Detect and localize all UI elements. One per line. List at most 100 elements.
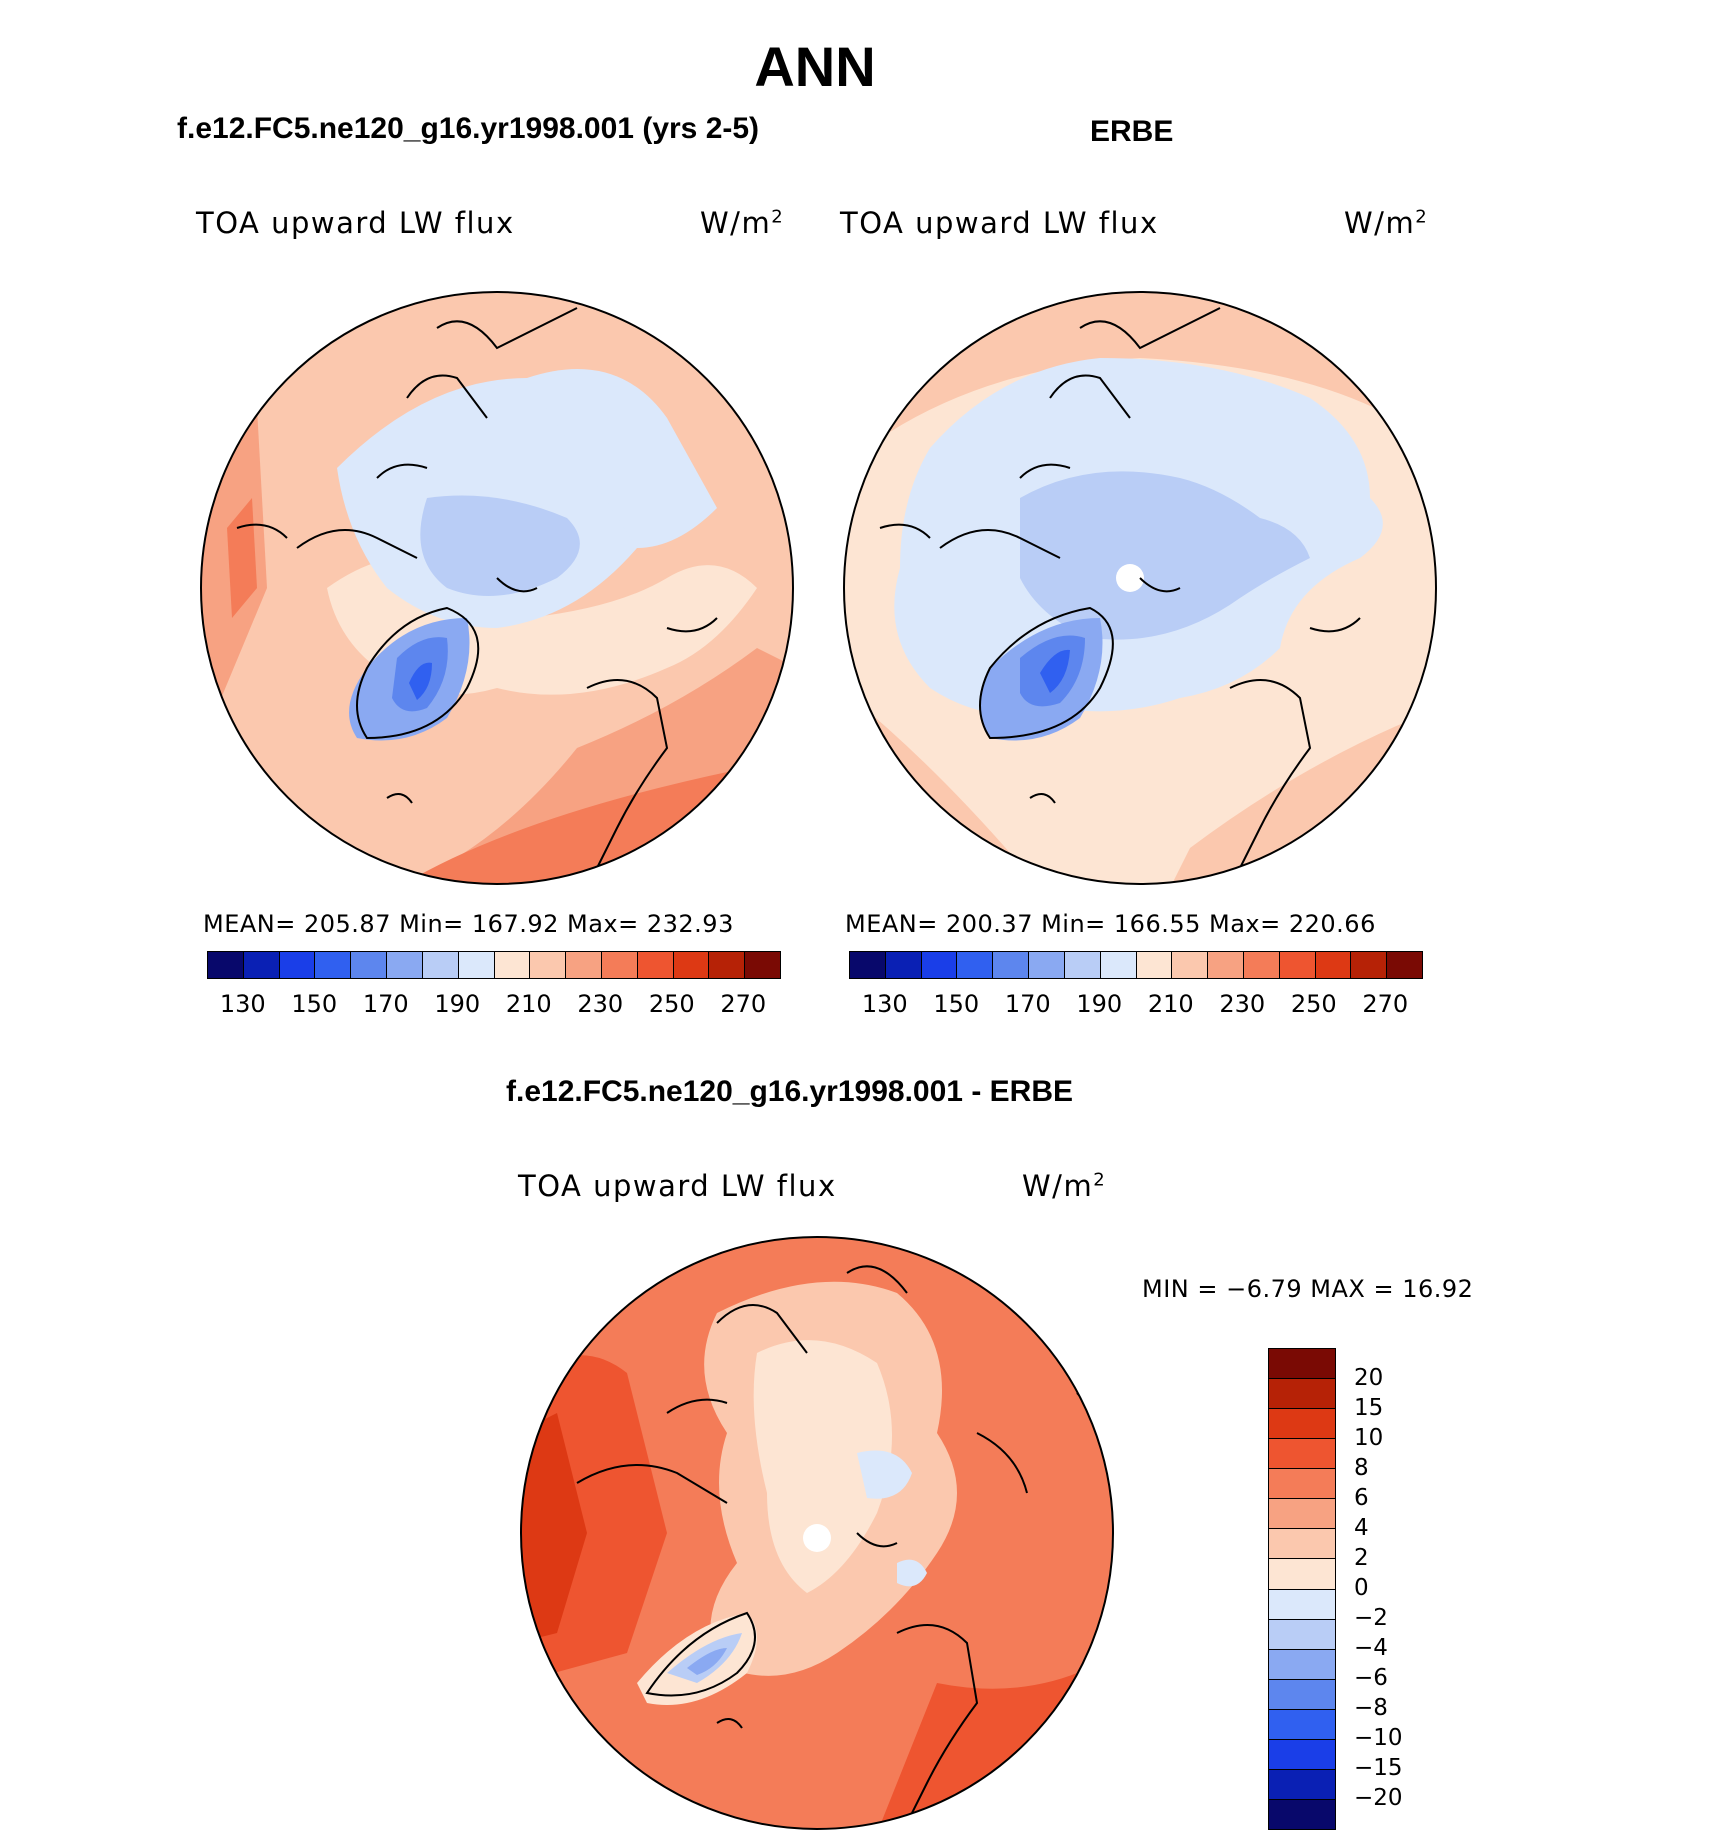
panel1-polar-map [200,291,794,885]
colorbar-swatch [1269,1499,1335,1530]
colorbar-swatch [1351,952,1388,978]
colorbar-swatch [458,952,495,978]
colorbar-swatch [957,952,994,978]
panel2-colorbar [849,951,1423,979]
colorbar-swatch [1269,1589,1335,1620]
colorbar-swatch [422,952,459,978]
colorbar-swatch [1243,952,1280,978]
colorbar-swatch [208,952,244,978]
colorbar-swatch [1269,1559,1335,1590]
colorbar-tick-label: 230 [1219,990,1266,1018]
colorbar-swatch [1208,952,1244,978]
colorbar-swatch [673,952,710,978]
colorbar-swatch [993,952,1030,978]
diff-polar-map [520,1236,1114,1830]
diff-variable-label: TOA upward LW flux [518,1169,837,1203]
colorbar-tick-label: 130 [219,990,266,1018]
colorbar-swatch [351,952,388,978]
panel2-polar-map [843,291,1437,885]
colorbar-swatch [601,952,638,978]
colorbar-swatch [1269,1679,1335,1710]
colorbar-swatch [566,952,602,978]
colorbar-swatch [850,952,886,978]
colorbar-tick-label: 210 [1147,990,1194,1018]
colorbar-swatch [530,952,567,978]
colorbar-swatch [279,952,316,978]
colorbar-tick-label: 150 [291,990,338,1018]
colorbar-swatch [1136,952,1173,978]
diff-units-label: W/m2 [1022,1169,1107,1203]
colorbar-tick-label: 170 [1004,990,1051,1018]
colorbar-swatch [1269,1349,1335,1380]
panel1-colorbar [207,951,781,979]
colorbar-swatch [1100,952,1137,978]
diff-colorbar [1268,1348,1336,1830]
panel2-variable-label: TOA upward LW flux [840,206,1159,240]
colorbar-level-label: −4 [1354,1635,1388,1661]
colorbar-tick-label: 190 [434,990,481,1018]
panel2-stats: MEAN= 200.37 Min= 166.55 Max= 220.66 [845,910,1376,938]
colorbar-swatch [494,952,531,978]
colorbar-swatch [1387,952,1422,978]
colorbar-swatch [1269,1469,1335,1500]
colorbar-level-label: −15 [1354,1755,1403,1781]
colorbar-swatch [1064,952,1101,978]
colorbar-swatch [709,952,746,978]
colorbar-swatch [1315,952,1352,978]
colorbar-swatch [885,952,922,978]
colorbar-swatch [1029,952,1065,978]
colorbar-tick-label: 270 [720,990,767,1018]
colorbar-tick-label: 150 [933,990,980,1018]
colorbar-swatch [745,952,780,978]
main-title: ANN [754,35,876,98]
colorbar-level-label: 2 [1354,1545,1369,1571]
panel1-colorbar-ticks: 130 150 170 190 210 230 250 270 [207,990,779,1020]
colorbar-swatch [1269,1379,1335,1410]
colorbar-level-label: 15 [1354,1395,1384,1421]
colorbar-tick-label: 210 [505,990,552,1018]
panel1-stats: MEAN= 205.87 Min= 167.92 Max= 232.93 [203,910,734,938]
colorbar-swatch [315,952,352,978]
colorbar-tick-label: 130 [861,990,908,1018]
colorbar-swatch [1172,952,1209,978]
colorbar-level-label: −6 [1354,1665,1388,1691]
panel1-case-title: f.e12.FC5.ne120_g16.yr1998.001 (yrs 2-5) [177,112,760,145]
colorbar-tick-label: 230 [577,990,624,1018]
colorbar-swatch [1269,1709,1335,1740]
colorbar-level-label: 8 [1354,1455,1369,1481]
colorbar-tick-label: 250 [648,990,695,1018]
colorbar-swatch [1269,1769,1335,1800]
colorbar-swatch [1269,1529,1335,1560]
panel2-case-title: ERBE [1090,115,1174,148]
panel1-variable-label: TOA upward LW flux [196,206,515,240]
colorbar-swatch [1279,952,1316,978]
panel2-colorbar-ticks: 130 150 170 190 210 230 250 270 [849,990,1421,1020]
colorbar-swatch [1269,1409,1335,1440]
diff-minmax: MIN = −6.79 MAX = 16.92 [1142,1275,1474,1303]
colorbar-level-label: −8 [1354,1695,1388,1721]
panel1-units-label: W/m2 [700,206,785,240]
colorbar-level-label: 0 [1354,1575,1369,1601]
colorbar-swatch [1269,1649,1335,1680]
colorbar-swatch [1269,1799,1335,1829]
colorbar-swatch [1269,1619,1335,1650]
colorbar-tick-label: 250 [1290,990,1337,1018]
colorbar-swatch [1269,1739,1335,1770]
diff-case-title: f.e12.FC5.ne120_g16.yr1998.001 - ERBE [506,1075,1073,1108]
colorbar-level-label: 20 [1354,1365,1384,1391]
colorbar-swatch [387,952,423,978]
colorbar-tick-label: 270 [1362,990,1409,1018]
panel2-units-label: W/m2 [1344,206,1429,240]
colorbar-swatch [243,952,280,978]
colorbar-level-label: 4 [1354,1515,1369,1541]
colorbar-tick-label: 170 [362,990,409,1018]
colorbar-tick-label: 190 [1076,990,1123,1018]
colorbar-level-label: −20 [1354,1785,1403,1811]
colorbar-swatch [921,952,958,978]
colorbar-swatch [637,952,674,978]
colorbar-swatch [1269,1439,1335,1470]
colorbar-level-label: 10 [1354,1425,1384,1451]
colorbar-level-label: −2 [1354,1605,1388,1631]
colorbar-level-label: 6 [1354,1485,1369,1511]
colorbar-level-label: −10 [1354,1725,1403,1751]
